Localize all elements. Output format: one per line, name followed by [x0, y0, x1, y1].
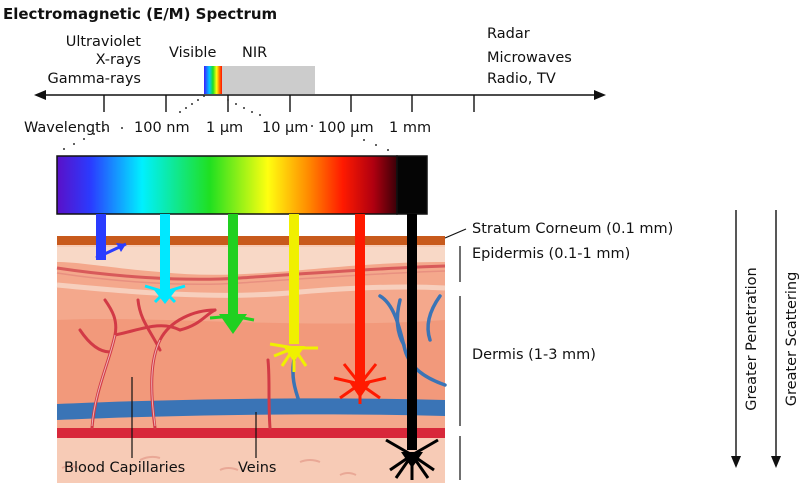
visible-band	[204, 66, 222, 94]
penetration-arrows	[95, 214, 439, 480]
capillary-band	[57, 428, 445, 438]
label-stratum-corneum: Stratum Corneum (0.1 mm)	[472, 221, 673, 237]
label-nir: NIR	[242, 45, 267, 61]
stratum-corneum-layer	[57, 236, 445, 245]
label-radar: Radar	[487, 26, 530, 42]
label-gamma-rays: Gamma-rays	[48, 71, 141, 87]
infrared-block	[396, 155, 428, 215]
tick-1mm: 1 mm	[389, 120, 431, 136]
tick-100nm: 100 nm	[134, 120, 190, 136]
wavelength-axis	[34, 90, 606, 112]
tick-1um: 1 µm	[206, 120, 243, 136]
label-microwaves: Microwaves	[487, 50, 572, 66]
label-greater-penetration: Greater Penetration	[744, 267, 760, 410]
label-x-rays: X-rays	[96, 52, 141, 68]
trend-arrows	[731, 210, 781, 468]
skin-cross-section	[56, 236, 446, 483]
label-veins: Veins	[238, 460, 277, 476]
label-ultraviolet: Ultraviolet	[66, 34, 142, 50]
nir-band	[222, 66, 315, 94]
tick-100um: 100 µm	[318, 120, 374, 136]
diagram-title: Electromagnetic (E/M) Spectrum	[3, 5, 277, 23]
label-visible: Visible	[169, 45, 216, 61]
tick-10um: 10 µm	[262, 120, 308, 136]
label-blood-capillaries: Blood Capillaries	[64, 460, 185, 476]
label-dermis: Dermis (1-3 mm)	[472, 347, 596, 363]
wavelength-label: Wavelength	[24, 120, 110, 136]
label-epidermis: Epidermis (0.1-1 mm)	[472, 246, 630, 262]
spectrum-bar	[56, 155, 398, 215]
label-greater-scattering: Greater Scattering	[784, 272, 799, 407]
zoom-dots	[63, 95, 389, 151]
label-radio-tv: Radio, TV	[487, 71, 556, 87]
